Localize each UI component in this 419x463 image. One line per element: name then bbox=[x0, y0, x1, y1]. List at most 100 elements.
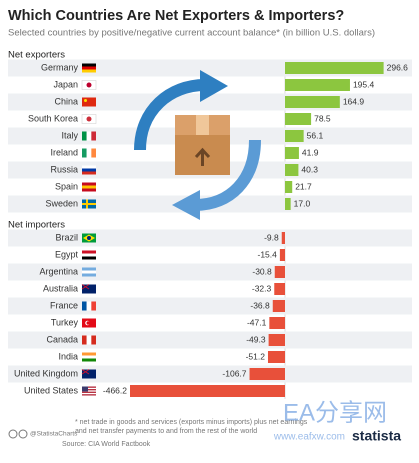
value-label: 40.3 bbox=[301, 164, 318, 174]
category-label: Italy bbox=[61, 130, 78, 140]
value-label: 56.1 bbox=[307, 130, 324, 140]
value-label: -30.8 bbox=[252, 266, 272, 276]
box-arrow bbox=[194, 147, 211, 166]
flag bbox=[91, 131, 96, 141]
flag bbox=[81, 369, 90, 375]
flag bbox=[82, 63, 96, 67]
flag bbox=[82, 256, 96, 260]
flag bbox=[82, 97, 96, 107]
flag bbox=[82, 386, 96, 388]
chart-subtitle: Selected countries by positive/negative … bbox=[8, 28, 375, 39]
bar bbox=[281, 232, 285, 244]
flag bbox=[81, 284, 90, 290]
category-label: South Korea bbox=[28, 113, 78, 123]
category-label: Ireland bbox=[50, 147, 78, 157]
flag bbox=[82, 273, 96, 277]
value-label: 296.6 bbox=[387, 62, 409, 72]
category-label: Argentina bbox=[39, 266, 78, 276]
watermark: EA分享网 bbox=[283, 399, 387, 426]
flag bbox=[82, 185, 96, 189]
row-band bbox=[8, 297, 412, 315]
flag bbox=[91, 335, 96, 345]
value-label: -47.1 bbox=[247, 317, 267, 327]
bar bbox=[130, 385, 285, 397]
value-label: 21.7 bbox=[295, 181, 312, 191]
flag bbox=[82, 391, 96, 393]
bar bbox=[285, 147, 299, 159]
bar bbox=[269, 317, 285, 329]
row-band bbox=[8, 229, 412, 247]
flag bbox=[82, 270, 96, 274]
bar bbox=[285, 113, 312, 125]
value-label: -32.3 bbox=[252, 283, 272, 293]
bar bbox=[285, 181, 293, 193]
box-tape bbox=[196, 115, 209, 135]
flag bbox=[82, 165, 96, 169]
category-label: Turkey bbox=[51, 317, 79, 327]
flag bbox=[82, 253, 96, 257]
flag bbox=[82, 171, 96, 175]
bar bbox=[272, 300, 285, 312]
category-label: Sweden bbox=[45, 198, 78, 208]
flag bbox=[87, 236, 91, 240]
flag bbox=[86, 335, 92, 345]
flag bbox=[86, 301, 92, 311]
flag bbox=[82, 352, 96, 356]
row-band bbox=[8, 365, 412, 383]
flag bbox=[82, 301, 87, 311]
bar bbox=[285, 62, 384, 74]
flag bbox=[82, 168, 96, 172]
arrow-bottom bbox=[194, 139, 261, 211]
category-label: India bbox=[58, 351, 78, 361]
category-label: Russia bbox=[50, 164, 78, 174]
value-label: -36.8 bbox=[250, 300, 270, 310]
category-label: China bbox=[54, 96, 78, 106]
category-label: Spain bbox=[55, 181, 78, 191]
flag bbox=[86, 148, 92, 158]
flag bbox=[82, 188, 96, 192]
value-label: -15.4 bbox=[258, 249, 278, 259]
flag bbox=[82, 250, 96, 254]
cc-icon bbox=[18, 429, 28, 439]
flag bbox=[86, 321, 91, 325]
illustration bbox=[134, 70, 261, 220]
watermark: www.eafxw.com bbox=[273, 432, 345, 443]
row-band bbox=[8, 263, 412, 281]
value-label: 41.9 bbox=[302, 147, 319, 157]
bar bbox=[285, 96, 340, 108]
flag bbox=[86, 131, 92, 141]
flag bbox=[84, 99, 87, 102]
category-label: Brazil bbox=[55, 232, 78, 242]
flag bbox=[82, 148, 87, 158]
flag bbox=[86, 82, 92, 88]
flag bbox=[82, 66, 96, 70]
category-label: Japan bbox=[53, 79, 78, 89]
brand: statista bbox=[352, 428, 401, 444]
category-label: Germany bbox=[41, 62, 79, 72]
flag bbox=[86, 116, 92, 122]
flag bbox=[82, 267, 96, 271]
value-label: -49.3 bbox=[246, 334, 266, 344]
footnote: * net trade in goods and services (expor… bbox=[75, 419, 308, 426]
bar bbox=[285, 164, 299, 176]
group-heading: Net exporters bbox=[8, 50, 65, 61]
value-label: -466.2 bbox=[103, 385, 127, 395]
footnote: and net transfer payments to and from th… bbox=[75, 428, 257, 435]
flag bbox=[82, 131, 87, 141]
bar bbox=[285, 79, 350, 91]
arrow-head bbox=[172, 190, 200, 220]
source: Source: CIA World Factbook bbox=[62, 441, 151, 448]
flag bbox=[91, 148, 96, 158]
bar bbox=[274, 283, 285, 295]
arrow-head bbox=[200, 70, 228, 102]
flag bbox=[82, 389, 96, 391]
flag bbox=[82, 386, 96, 396]
bar bbox=[274, 266, 285, 278]
flag bbox=[82, 358, 96, 362]
cc-icon bbox=[8, 429, 18, 439]
bar bbox=[285, 130, 304, 142]
value-label: 164.9 bbox=[343, 96, 365, 106]
flag bbox=[82, 203, 96, 205]
